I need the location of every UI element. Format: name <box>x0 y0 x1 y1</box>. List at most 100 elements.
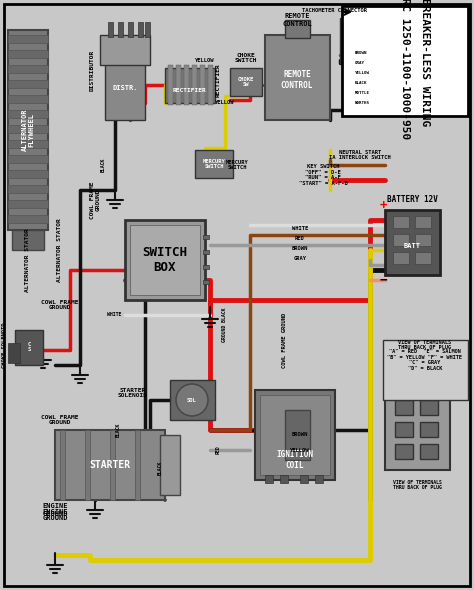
Bar <box>415 216 431 228</box>
Text: REMOTE
CONTROL: REMOTE CONTROL <box>282 14 312 27</box>
Bar <box>203 250 209 254</box>
Bar <box>8 110 48 118</box>
Text: −: − <box>379 274 387 287</box>
Bar <box>8 215 48 223</box>
Text: NORTHS: NORTHS <box>355 101 370 105</box>
Text: "A" = RED  "E" = SALMON
"B" = YELLOW "F" = WHITE
"C" = GRAY
"D" = BLACK: "A" = RED "E" = SALMON "B" = YELLOW "F" … <box>388 349 463 371</box>
Bar <box>118 22 123 37</box>
Bar <box>265 475 273 483</box>
Text: SOL: SOL <box>187 398 197 402</box>
Bar <box>8 125 48 133</box>
Bar <box>60 430 65 500</box>
Bar <box>300 475 308 483</box>
Text: CHOKE
SWITCH: CHOKE SWITCH <box>235 53 257 63</box>
Text: BROWN: BROWN <box>292 432 308 438</box>
Bar <box>255 390 335 480</box>
Text: ALTERNATOR STATOR: ALTERNATOR STATOR <box>26 228 30 292</box>
Bar <box>393 234 409 246</box>
Text: BROWN: BROWN <box>355 51 367 55</box>
Bar <box>420 400 438 415</box>
Bar <box>160 435 180 495</box>
Text: VIEW OF TERMINALS
THRU BACK OF PLUG: VIEW OF TERMINALS THRU BACK OF PLUG <box>392 480 441 490</box>
Bar <box>385 390 450 470</box>
Text: IGNITION
COIL: IGNITION COIL <box>276 450 313 470</box>
Text: BATT: BATT <box>403 243 420 249</box>
Text: COWL FRAME GROUND: COWL FRAME GROUND <box>283 312 288 368</box>
Bar <box>8 35 48 43</box>
Bar <box>100 35 150 65</box>
Text: ALTERNATOR
FLYWHEEL: ALTERNATOR FLYWHEEL <box>21 109 35 151</box>
Text: RECTIFIER: RECTIFIER <box>173 87 207 93</box>
Text: SWITCH
BOX: SWITCH BOX <box>143 246 188 274</box>
Bar <box>15 330 43 365</box>
Text: MOTTLE: MOTTLE <box>355 91 370 95</box>
Bar <box>165 68 215 103</box>
Bar <box>8 155 48 163</box>
Bar <box>203 235 209 239</box>
Text: +: + <box>379 198 387 211</box>
Bar <box>260 395 330 475</box>
Bar <box>395 400 413 415</box>
Text: STARTER: STARTER <box>90 460 130 470</box>
Text: BLACK: BLACK <box>157 461 163 475</box>
Bar <box>170 380 215 420</box>
Bar <box>208 65 213 105</box>
Bar <box>8 200 48 208</box>
Text: GROUND BLACK: GROUND BLACK <box>222 308 228 342</box>
Bar <box>8 170 48 178</box>
Bar <box>343 22 371 60</box>
Text: BLACK: BLACK <box>100 158 106 172</box>
Bar <box>8 50 48 58</box>
Bar <box>265 35 330 120</box>
Text: KEY SWITCH
"OFF" = D-E
"RUN" = A-F
"START" = A-F-B: KEY SWITCH "OFF" = D-E "RUN" = A-F "STAR… <box>299 164 347 186</box>
Text: DISTRIBUTOR: DISTRIBUTOR <box>90 50 94 91</box>
Text: CHOKE
SW: CHOKE SW <box>238 77 254 87</box>
Text: TACHOMETER CONNECTOR: TACHOMETER CONNECTOR <box>302 8 367 12</box>
Bar <box>8 185 48 193</box>
Bar <box>195 150 233 178</box>
Text: DISTR.: DISTR. <box>112 85 138 91</box>
Text: COWL FRAME
GROUND: COWL FRAME GROUND <box>41 415 79 425</box>
Text: GRAY: GRAY <box>293 255 307 261</box>
Circle shape <box>176 384 208 416</box>
Text: COWL FRAME
GROUND: COWL FRAME GROUND <box>90 181 100 219</box>
Bar <box>415 252 431 264</box>
Bar <box>8 140 48 148</box>
Bar <box>105 50 145 120</box>
Bar <box>280 475 288 483</box>
Text: NEUTRAL START
IA INTERLOCK SWITCH: NEUTRAL START IA INTERLOCK SWITCH <box>329 150 391 160</box>
Text: MERCURY
SWITCH: MERCURY SWITCH <box>226 160 248 171</box>
Bar <box>135 430 140 500</box>
Bar <box>168 65 173 105</box>
Bar <box>393 216 409 228</box>
Text: BATTERY 12V: BATTERY 12V <box>387 195 438 205</box>
Bar <box>108 22 113 37</box>
Bar <box>138 22 143 37</box>
Text: ALTERNATOR STATOR: ALTERNATOR STATOR <box>57 218 63 282</box>
Bar <box>285 20 310 38</box>
Bar <box>55 430 165 500</box>
Bar <box>203 280 209 284</box>
Bar <box>285 410 310 460</box>
Bar <box>395 422 413 437</box>
Text: COWL FRAME
GROUND: COWL FRAME GROUND <box>41 300 79 310</box>
Bar <box>8 30 48 230</box>
Bar <box>415 234 431 246</box>
Bar <box>130 225 200 295</box>
Bar <box>342 6 468 116</box>
Bar <box>12 230 44 250</box>
Bar <box>125 220 205 300</box>
Bar <box>176 65 181 105</box>
Text: TACH: TACH <box>350 41 364 45</box>
Text: ENGINE
GROUND: ENGINE GROUND <box>42 509 68 522</box>
Text: GRAY: GRAY <box>355 61 365 65</box>
Bar <box>8 95 48 103</box>
Text: REMOTE
CONTROL: REMOTE CONTROL <box>281 70 313 90</box>
Text: YELLOW: YELLOW <box>355 71 370 75</box>
Bar <box>420 444 438 459</box>
Bar <box>200 65 205 105</box>
Bar <box>230 68 262 96</box>
Text: BLACK: BLACK <box>116 423 120 437</box>
Bar <box>340 18 375 63</box>
Text: BROWN: BROWN <box>292 245 308 251</box>
